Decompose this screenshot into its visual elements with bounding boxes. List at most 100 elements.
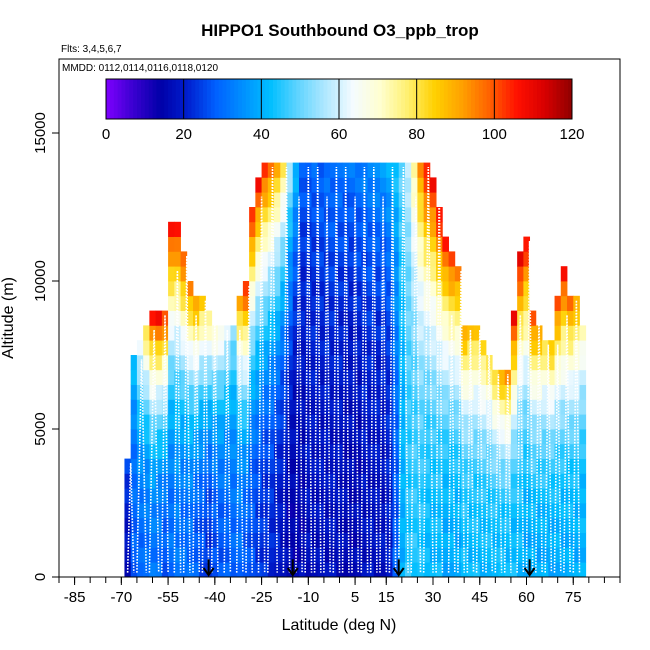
heatmap-cell (267, 547, 275, 563)
colorbar-swatch (389, 79, 394, 119)
heatmap-cell (523, 517, 531, 533)
heatmap-cell (373, 384, 381, 400)
heatmap-cell (510, 517, 518, 533)
dates-subtitle: MMDD: 0112,0114,0116,0118,0120 (62, 63, 218, 74)
heatmap-cell (342, 281, 350, 297)
heatmap-cell (286, 207, 294, 223)
heatmap-cell (504, 443, 512, 459)
heatmap-cell (523, 399, 531, 415)
heatmap-cell (404, 310, 412, 326)
colorbar-swatch (191, 79, 196, 119)
flight-profile-trace (304, 166, 313, 573)
heatmap-cell (535, 340, 543, 356)
heatmap-cell (174, 251, 181, 267)
heatmap-cell (136, 547, 144, 563)
heatmap-cell (168, 384, 175, 400)
colorbar-swatch (540, 79, 546, 119)
x-tick-label: -55 (157, 589, 179, 606)
heatmap-cell (305, 458, 312, 474)
heatmap-cell (155, 517, 163, 533)
heatmap-cell (305, 369, 312, 385)
heatmap-cell (274, 414, 281, 430)
heatmap-cell (186, 458, 194, 474)
heatmap-cell (323, 562, 331, 577)
heatmap-cell (261, 458, 269, 474)
heatmap-cell (467, 369, 474, 385)
heatmap-cell (380, 295, 387, 311)
heatmap-cell (517, 399, 524, 415)
heatmap-cell (317, 355, 325, 371)
heatmap-cell (386, 310, 393, 326)
heatmap-cell (336, 325, 344, 341)
heatmap-cell (467, 547, 474, 563)
heatmap-cell (429, 488, 437, 504)
heatmap-cell (461, 340, 468, 356)
heatmap-cell (323, 517, 331, 533)
heatmap-cell (342, 532, 350, 548)
heatmap-cell (136, 488, 144, 504)
heatmap-cell (373, 266, 381, 282)
y-tick-label: 10000 (32, 260, 49, 302)
heatmap-cell (542, 532, 549, 548)
heatmap-cell (436, 517, 443, 533)
colorbar-swatch (556, 79, 561, 119)
heatmap-cell (280, 192, 287, 208)
heatmap-cell (317, 547, 325, 563)
heatmap-cell (535, 399, 543, 415)
heatmap-cell (355, 547, 362, 563)
heatmap-cell (149, 443, 157, 459)
heatmap-cell (286, 295, 294, 311)
heatmap-cell (398, 429, 406, 445)
heatmap-cell (517, 281, 524, 297)
heatmap-cell (255, 281, 262, 297)
heatmap-cell (155, 399, 163, 415)
heatmap-cell (367, 399, 375, 415)
heatmap-cell (386, 532, 393, 548)
heatmap-cell (155, 325, 163, 341)
y-tick-label: 15000 (32, 112, 49, 154)
heatmap-cell (386, 266, 393, 282)
heatmap-cell (404, 532, 412, 548)
heatmap-cell (193, 488, 200, 504)
heatmap-cell (373, 488, 381, 504)
heatmap-cell (305, 488, 312, 504)
heatmap-cell (361, 414, 368, 430)
heatmap-cell (311, 488, 319, 504)
heatmap-cell (542, 443, 549, 459)
heatmap-cell (311, 532, 319, 548)
heatmap-cell (292, 369, 300, 385)
colorbar-swatch (183, 79, 189, 119)
heatmap-cell (436, 429, 443, 445)
heatmap-cell (205, 488, 213, 504)
heatmap-cell (136, 340, 144, 356)
heatmap-cell (461, 355, 468, 371)
heatmap-cell (367, 325, 375, 341)
heatmap-cell (161, 443, 169, 459)
heatmap-cell (286, 355, 294, 371)
heatmap-cell (342, 399, 350, 415)
heatmap-cell (342, 503, 350, 519)
heatmap-cell (342, 251, 350, 267)
heatmap-cell (292, 177, 300, 193)
heatmap-cell (155, 340, 163, 356)
colorbar-swatch (253, 79, 258, 119)
heatmap-cell (454, 443, 462, 459)
heatmap-cell (373, 473, 381, 489)
heatmap-cell (411, 236, 418, 252)
colorbar-swatch (420, 79, 425, 119)
heatmap-cell (573, 384, 580, 400)
heatmap-cell (267, 192, 275, 208)
heatmap-cell (255, 399, 262, 415)
heatmap-cell (292, 251, 300, 267)
heatmap-cell (174, 429, 181, 445)
heatmap-cell (448, 517, 456, 533)
heatmap-cell (517, 295, 524, 311)
heatmap-cell (529, 355, 537, 371)
heatmap-cell (554, 414, 562, 430)
heatmap-cell (417, 340, 425, 356)
heatmap-cell (573, 369, 580, 385)
colorbar-swatch (560, 79, 565, 119)
heatmap-cell (442, 340, 449, 356)
heatmap-cell (193, 310, 200, 326)
heatmap-cell (373, 414, 381, 430)
